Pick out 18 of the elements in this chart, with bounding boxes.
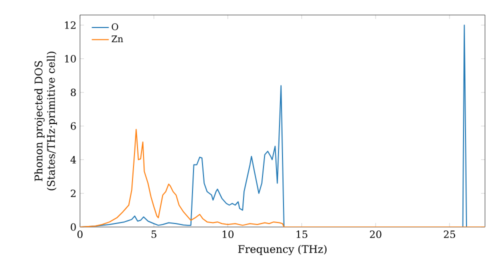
y-tick-label: 4 xyxy=(70,156,76,164)
legend-label: Zn xyxy=(112,36,124,42)
y-tick-label: 10 xyxy=(65,54,76,63)
y-tick-label: 6 xyxy=(70,122,76,130)
x-axis-title: Frequency (THz) xyxy=(238,244,327,256)
y-tick-label: 12 xyxy=(65,21,76,29)
y-tick-label: 2 xyxy=(70,190,76,198)
x-tick-label: 15 xyxy=(296,230,308,238)
x-tick-label: 0 xyxy=(77,230,83,238)
y-tick-label: 8 xyxy=(70,88,76,96)
x-tick-label: 20 xyxy=(370,230,382,238)
legend-label: O xyxy=(112,23,118,30)
x-tick-label: 10 xyxy=(222,230,234,238)
x-tick-label: 25 xyxy=(444,230,456,238)
x-tick-label: 5 xyxy=(152,230,156,238)
y-tick-label: 0 xyxy=(70,223,76,231)
line-series xyxy=(80,128,486,227)
y-axis-title: Phonon projected DOS (States/THz·primitive cell) xyxy=(34,52,57,190)
